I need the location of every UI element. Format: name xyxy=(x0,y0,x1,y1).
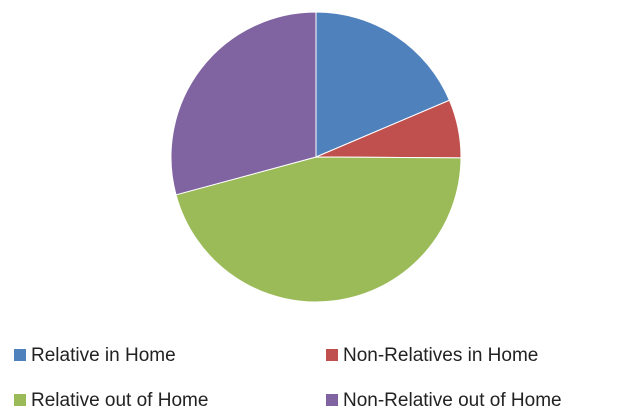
legend-swatch xyxy=(14,349,26,361)
pie-slice xyxy=(175,156,462,303)
legend-swatch xyxy=(326,394,338,406)
legend-swatch xyxy=(14,394,26,406)
legend-label: Non-Relatives in Home xyxy=(343,345,538,366)
legend-label: Non-Relative out of Home xyxy=(343,390,562,411)
legend-label: Relative in Home xyxy=(31,345,176,366)
legend-swatch xyxy=(326,349,338,361)
pie-slice xyxy=(315,11,451,158)
pie-slice xyxy=(170,11,317,196)
legend-label: Relative out of Home xyxy=(31,390,208,411)
